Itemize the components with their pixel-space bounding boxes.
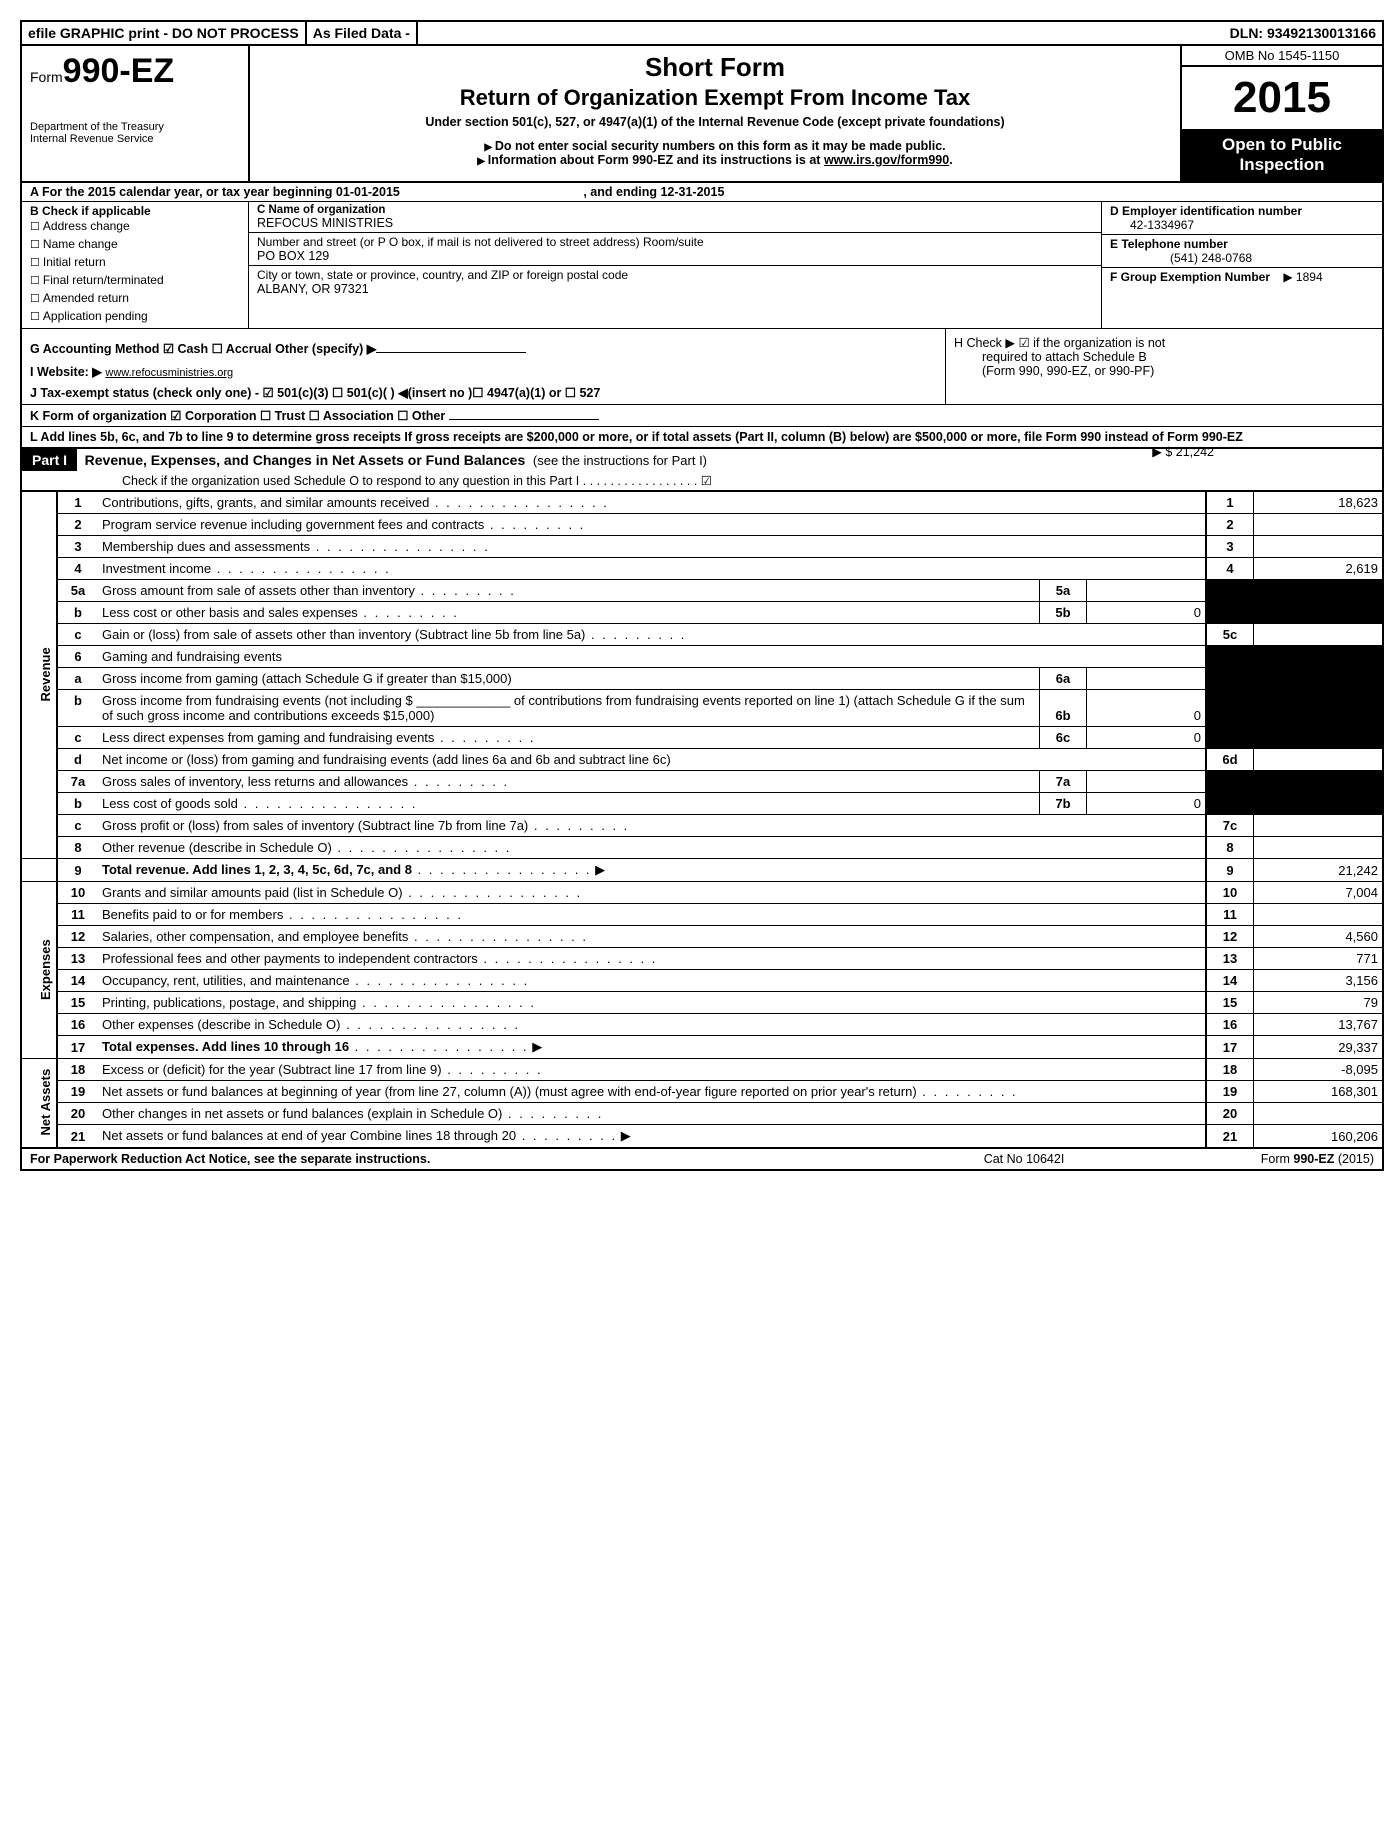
- footer-right: Form 990-EZ (2015): [1174, 1152, 1374, 1166]
- street-label: Number and street (or P O box, if mail i…: [257, 235, 1093, 249]
- form-number: 990-EZ: [63, 52, 175, 90]
- line-k: K Form of organization ☑ Corporation ☐ T…: [22, 404, 1382, 426]
- side-revenue: Revenue: [22, 491, 57, 859]
- website-link[interactable]: www.refocusministries.org: [105, 367, 233, 379]
- val-11: [1254, 903, 1383, 925]
- header-note2: Information about Form 990-EZ and its in…: [258, 153, 1172, 167]
- irs-link[interactable]: www.irs.gov/form990: [824, 153, 949, 167]
- box-b: B Check if applicable Address change Nam…: [22, 202, 249, 328]
- line-h: H Check ▶ ☑ if the organization is not r…: [945, 329, 1382, 404]
- val-21: 160,206: [1254, 1124, 1383, 1147]
- top-bar: efile GRAPHIC print - DO NOT PROCESS As …: [22, 22, 1382, 46]
- val-10: 7,004: [1254, 881, 1383, 903]
- grp-val: ▶ 1894: [1283, 270, 1322, 284]
- sub-6c: 0: [1087, 726, 1207, 748]
- chk-initial[interactable]: Initial return: [30, 254, 240, 272]
- part1-sub: Check if the organization used Schedule …: [22, 471, 1382, 490]
- form-header: Form990-EZ Department of the Treasury In…: [22, 46, 1382, 183]
- form-prefix: Form: [30, 69, 63, 85]
- dln-number: DLN: 93492130013166: [1224, 22, 1382, 44]
- header-sub: Under section 501(c), 527, or 4947(a)(1)…: [258, 115, 1172, 129]
- val-8: [1254, 836, 1383, 858]
- box-c: C Name of organization REFOCUS MINISTRIE…: [249, 202, 1101, 328]
- org-name: REFOCUS MINISTRIES: [257, 216, 1093, 230]
- line-l: L Add lines 5b, 6c, and 7b to line 9 to …: [22, 426, 1382, 447]
- box-b-title: B Check if applicable: [30, 204, 240, 218]
- val-15: 79: [1254, 991, 1383, 1013]
- header-left: Form990-EZ Department of the Treasury In…: [22, 46, 250, 181]
- section-b-c-d: B Check if applicable Address change Nam…: [22, 202, 1382, 329]
- val-2: [1254, 513, 1383, 535]
- org-name-label: C Name of organization: [257, 204, 1093, 216]
- val-19: 168,301: [1254, 1080, 1383, 1102]
- open-inspection: Open to Public Inspection: [1182, 129, 1382, 181]
- line-g: G Accounting Method ☑ Cash ☐ Accrual Oth…: [22, 329, 945, 404]
- line-i: I Website: ▶ www.refocusministries.org: [30, 364, 937, 379]
- val-4: 2,619: [1254, 557, 1383, 579]
- header-note1: Do not enter social security numbers on …: [258, 139, 1172, 153]
- city-val: ALBANY, OR 97321: [257, 282, 1093, 296]
- sub-6a: [1087, 667, 1207, 689]
- val-1: 18,623: [1254, 491, 1383, 514]
- val-16: 13,767: [1254, 1013, 1383, 1035]
- efile-notice: efile GRAPHIC print - DO NOT PROCESS: [22, 22, 307, 44]
- val-3: [1254, 535, 1383, 557]
- sub-6b: 0: [1087, 689, 1207, 726]
- title-return: Return of Organization Exempt From Incom…: [258, 85, 1172, 111]
- footer-left: For Paperwork Reduction Act Notice, see …: [30, 1152, 874, 1166]
- chk-amended[interactable]: Amended return: [30, 290, 240, 308]
- side-expenses: Expenses: [22, 881, 57, 1058]
- val-5c: [1254, 623, 1383, 645]
- header-mid: Short Form Return of Organization Exempt…: [250, 46, 1180, 181]
- val-18: -8,095: [1254, 1058, 1383, 1080]
- line-j: J Tax-exempt status (check only one) - ☑…: [30, 385, 937, 400]
- line-a: A For the 2015 calendar year, or tax yea…: [22, 183, 1382, 202]
- sub-7b: 0: [1087, 792, 1207, 814]
- tel-val: (541) 248-0768: [1170, 251, 1252, 265]
- grp-box: F Group Exemption Number ▶ 1894: [1102, 268, 1382, 286]
- g-h-row: G Accounting Method ☑ Cash ☐ Accrual Oth…: [22, 329, 1382, 404]
- title-short-form: Short Form: [258, 52, 1172, 83]
- chk-name[interactable]: Name change: [30, 236, 240, 254]
- box-d-e-f: D Employer identification number 42-1334…: [1101, 202, 1382, 328]
- part1-title: Revenue, Expenses, and Changes in Net As…: [81, 449, 530, 471]
- line-l-val: ▶ $ 21,242: [1152, 444, 1214, 459]
- side-netassets: Net Assets: [22, 1058, 57, 1147]
- tax-year: 2015: [1182, 67, 1382, 129]
- omb-number: OMB No 1545-1150: [1182, 46, 1382, 67]
- val-17: 29,337: [1254, 1035, 1383, 1058]
- sub-5a: [1087, 579, 1207, 601]
- chk-address[interactable]: Address change: [30, 218, 240, 236]
- header-right: OMB No 1545-1150 2015 Open to Public Ins…: [1180, 46, 1382, 181]
- city-label: City or town, state or province, country…: [257, 268, 1093, 282]
- val-20: [1254, 1102, 1383, 1124]
- part1-label: Part I: [22, 449, 77, 471]
- val-7c: [1254, 814, 1383, 836]
- sub-7a: [1087, 770, 1207, 792]
- part1-table: Revenue 1 Contributions, gifts, grants, …: [22, 490, 1382, 1147]
- tel-box: E Telephone number (541) 248-0768: [1102, 235, 1382, 268]
- sub-5b: 0: [1087, 601, 1207, 623]
- chk-final[interactable]: Final return/terminated: [30, 272, 240, 290]
- val-14: 3,156: [1254, 969, 1383, 991]
- val-13: 771: [1254, 947, 1383, 969]
- val-12: 4,560: [1254, 925, 1383, 947]
- street-val: PO BOX 129: [257, 249, 1093, 263]
- irs-label: Internal Revenue Service: [30, 133, 240, 145]
- footer-mid: Cat No 10642I: [874, 1152, 1174, 1166]
- val-6d: [1254, 748, 1383, 770]
- ein-box: D Employer identification number 42-1334…: [1102, 202, 1382, 235]
- form-990ez-page: efile GRAPHIC print - DO NOT PROCESS As …: [20, 20, 1384, 1171]
- footer: For Paperwork Reduction Act Notice, see …: [22, 1147, 1382, 1169]
- val-9: 21,242: [1254, 858, 1383, 881]
- dept-treasury: Department of the Treasury: [30, 121, 240, 133]
- as-filed-label: As Filed Data -: [307, 22, 418, 44]
- ein-val: 42-1334967: [1130, 218, 1194, 232]
- chk-pending[interactable]: Application pending: [30, 308, 240, 326]
- filed-data-blank: [418, 22, 1224, 44]
